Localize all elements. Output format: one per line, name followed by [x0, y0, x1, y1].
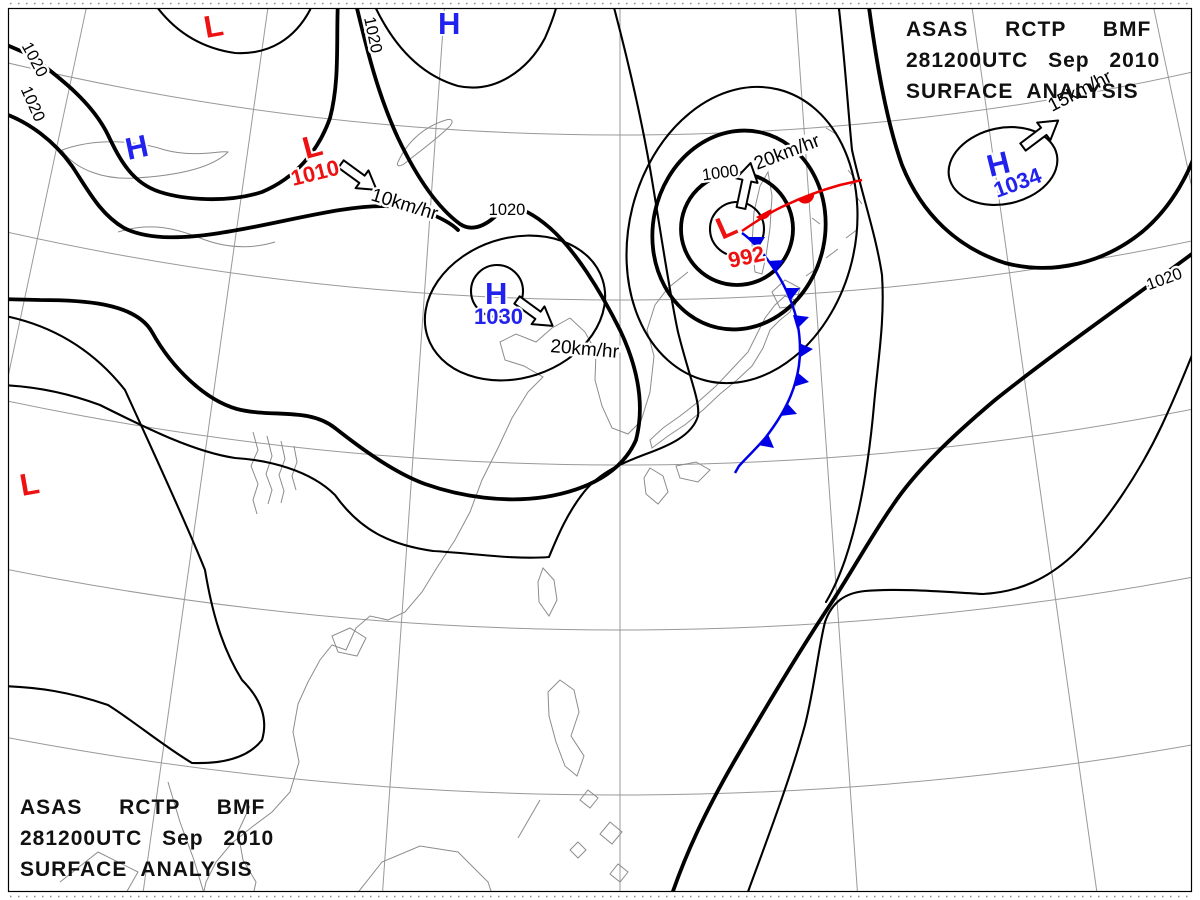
coast-borneo	[358, 845, 492, 891]
movement-speed-label: 20km/hr	[751, 130, 823, 174]
isobar-1020-east	[671, 252, 1191, 891]
isobar-label: 1020	[18, 39, 51, 80]
movement-arrows	[337, 119, 1060, 327]
coast-china-vietnam	[203, 317, 571, 891]
coast-shikoku	[675, 461, 711, 483]
coast-hainan	[331, 627, 367, 657]
isobar-label: 1000	[701, 162, 740, 185]
isobar-japan-sweep	[9, 9, 700, 559]
isobar-label: 1020	[489, 201, 526, 219]
isobar-ring-low-outermost	[625, 85, 859, 385]
isobar-1020-northwest	[9, 9, 340, 202]
isobar-label: 1020	[1144, 265, 1185, 294]
cold-front-triangle-icon	[768, 260, 784, 273]
meridian-line	[382, 9, 445, 891]
coast-malay	[167, 781, 257, 891]
cold-front-triangle-icon	[758, 434, 774, 448]
coast-river-squiggles	[250, 431, 298, 515]
coast-philippines	[517, 789, 629, 883]
low-center-value: 1010	[288, 155, 342, 191]
meridian-line	[971, 9, 1098, 891]
isobar-1020-west	[9, 113, 460, 240]
coast-luzon	[547, 679, 585, 777]
cold-front-triangle-icon	[747, 237, 765, 248]
movement-arrow-icon	[735, 162, 759, 210]
high-center-symbol: H	[983, 144, 1013, 183]
high-center-symbol: H	[122, 128, 151, 167]
isobar-ring-high-outer	[423, 234, 607, 382]
meridian-line	[1153, 9, 1191, 187]
pressure-centers: L H H L 1010 H 1030 L 992 H 1034 L	[15, 4, 1047, 505]
chart-title-bottom-left: ASAS RCTP BMF 281200UTC Sep 2010 SURFACE…	[20, 792, 274, 885]
meridian-line	[9, 9, 87, 375]
isobar-1034-outer	[867, 9, 1191, 270]
cold-front-triangle-icon	[799, 343, 813, 358]
coast-sumatra	[59, 851, 139, 891]
warm-front-line	[741, 178, 863, 233]
low-center-symbol: L	[17, 465, 42, 503]
high-center-value: 1030	[474, 304, 523, 329]
isobar-topleft-low-arc	[157, 9, 312, 55]
isobar-ring-low-outer	[650, 128, 828, 332]
meridian-line	[142, 9, 269, 891]
meridian-line	[795, 9, 858, 891]
cold-front-triangle-icon	[793, 372, 809, 387]
cold-front-triangle-icon	[793, 315, 809, 329]
isobar-southeast-trough	[747, 354, 1191, 891]
coast-kyushu	[643, 467, 669, 505]
cold-front-triangle-icon	[784, 288, 800, 301]
movement-arrow-icon	[337, 159, 378, 191]
warm-front-semicircle-icon	[756, 209, 772, 220]
coast-river	[117, 226, 276, 248]
title-line-2: 281200UTC Sep 2010	[20, 827, 275, 850]
warm-front-semicircle-icon	[798, 193, 815, 204]
cold-front-triangle-icon	[780, 403, 797, 416]
movement-arrow-icon	[513, 295, 554, 327]
title-line-1: ASAS RCTP BMF	[906, 18, 1152, 41]
title-line-1: ASAS RCTP BMF	[20, 796, 266, 819]
isobar-top-high-arc	[375, 9, 557, 89]
warm-front-semicircles	[756, 193, 815, 220]
title-line-3: SURFACE ANALYSIS	[20, 858, 253, 881]
coast-lake-baikal	[396, 118, 453, 167]
coastlines	[59, 118, 863, 891]
coast-lake-region	[61, 141, 229, 179]
isobar-ring-low-1000	[679, 171, 795, 287]
cold-front-triangles	[747, 237, 813, 448]
isobar-ring-1034	[947, 126, 1059, 206]
warm-front	[741, 178, 863, 233]
title-line-2: 281200UTC Sep 2010	[906, 49, 1161, 72]
movement-arrow-icon	[1019, 119, 1060, 152]
isobar-label: 1020	[17, 84, 48, 125]
coast-taiwan	[537, 567, 558, 617]
isobar-1020-china-high	[9, 9, 642, 502]
coast-kuril-islands	[805, 127, 863, 277]
movement-speed-label: 20km/hr	[550, 336, 621, 363]
low-center-symbol: L	[201, 7, 226, 45]
coast-korea	[569, 271, 689, 435]
isobar-east-descender	[824, 9, 884, 604]
high-center-symbol: H	[485, 276, 507, 311]
isobar-ring-high-inner	[469, 263, 525, 319]
low-center-symbol: L	[711, 207, 743, 247]
map-border	[7, 7, 1193, 893]
isobar-southwest-hook	[9, 315, 266, 765]
cold-front	[733, 231, 813, 474]
chart-title-top-right: ASAS RCTP BMF 281200UTC Sep 2010 SURFACE…	[906, 14, 1160, 107]
low-center-value: 992	[726, 241, 767, 273]
high-center-symbol: H	[438, 6, 460, 41]
title-line-3: SURFACE ANALYSIS	[906, 80, 1139, 103]
